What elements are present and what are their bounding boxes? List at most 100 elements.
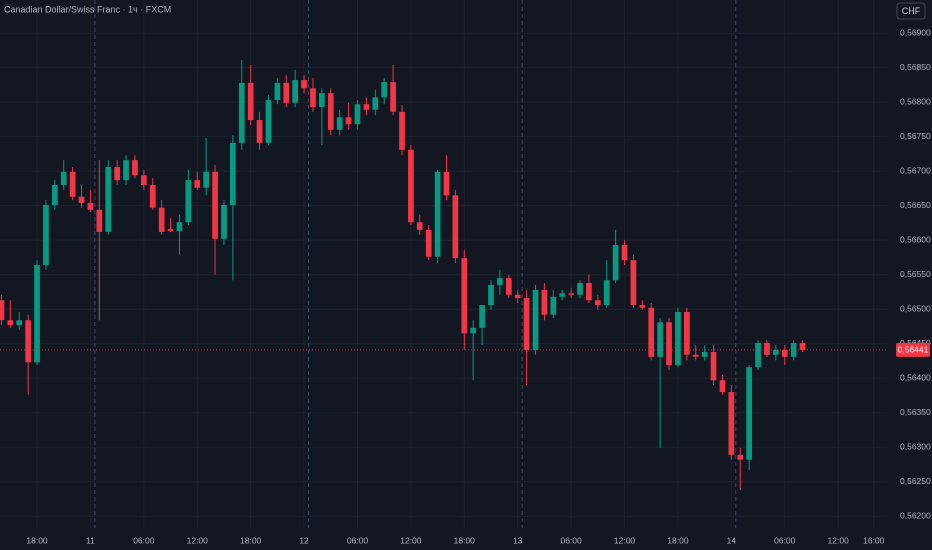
x-tick-label: 18:00 bbox=[240, 535, 262, 545]
x-tick-label: 06:00 bbox=[133, 535, 155, 545]
candle-body bbox=[390, 82, 396, 112]
candle-body bbox=[185, 180, 192, 223]
x-tick-label: 12:00 bbox=[187, 535, 209, 545]
candle-body bbox=[345, 117, 352, 125]
candle-body bbox=[87, 202, 94, 210]
candle-body bbox=[781, 349, 788, 357]
candle-body bbox=[559, 293, 566, 297]
candle-body bbox=[746, 367, 752, 460]
currency-label[interactable]: CHF bbox=[902, 6, 921, 16]
candle-body bbox=[114, 167, 120, 181]
candle-body bbox=[158, 207, 165, 232]
y-tick-label: 0,56650 bbox=[900, 200, 931, 210]
x-tick-label: 18:00 bbox=[26, 535, 48, 545]
candle-body bbox=[675, 311, 681, 366]
candle-body bbox=[301, 80, 307, 89]
candle-body bbox=[772, 349, 779, 355]
candle-body bbox=[594, 300, 601, 306]
candle-body bbox=[416, 222, 423, 230]
candle-body bbox=[523, 298, 530, 350]
candle-body bbox=[514, 294, 521, 299]
currency-button[interactable] bbox=[896, 2, 926, 20]
candle-body bbox=[586, 282, 592, 301]
candle-body bbox=[710, 352, 717, 381]
candle-body bbox=[639, 305, 646, 308]
y-tick-label: 0,56500 bbox=[900, 303, 931, 313]
y-tick-label: 0,56200 bbox=[900, 511, 931, 521]
y-tick-label: 0,56850 bbox=[900, 62, 931, 72]
candle-body bbox=[51, 184, 58, 205]
candle-body bbox=[247, 82, 254, 121]
candle-body bbox=[363, 104, 370, 110]
candle-body bbox=[69, 171, 76, 197]
candle-body bbox=[479, 305, 485, 328]
x-tick-label: 18:00 bbox=[667, 535, 689, 545]
y-tick-label: 0,56800 bbox=[900, 96, 931, 106]
candle-body bbox=[78, 196, 85, 203]
candle-body bbox=[43, 204, 49, 266]
candle-body bbox=[274, 82, 281, 101]
candle-body bbox=[292, 80, 299, 103]
y-tick-label: 0,56750 bbox=[900, 131, 931, 141]
candle-body bbox=[648, 307, 655, 357]
candle-body bbox=[0, 300, 5, 321]
candle-body bbox=[541, 289, 548, 315]
candle-body bbox=[140, 175, 147, 185]
x-tick-label: 06:00 bbox=[347, 535, 369, 545]
x-tick-label: 12:00 bbox=[614, 535, 636, 545]
candle-body bbox=[230, 142, 236, 205]
candle-body bbox=[683, 311, 690, 355]
candle-body bbox=[123, 160, 129, 181]
candle-body bbox=[212, 171, 218, 239]
candle-body bbox=[612, 245, 619, 281]
candles bbox=[0, 60, 806, 491]
candle-body bbox=[7, 320, 14, 326]
candle-body bbox=[149, 184, 156, 208]
candle-body bbox=[764, 343, 770, 355]
candle-body bbox=[203, 171, 210, 188]
candle-body bbox=[132, 160, 138, 176]
candle-body bbox=[176, 222, 183, 232]
x-tick-label: 06:00 bbox=[560, 535, 582, 545]
candle-body bbox=[381, 82, 388, 98]
x-tick-label: 16:00 bbox=[863, 535, 885, 545]
x-tick-label: 11 bbox=[86, 535, 95, 545]
candle-body bbox=[728, 392, 735, 455]
candle-body bbox=[256, 120, 263, 143]
candle-body bbox=[488, 285, 494, 306]
y-tick-label: 0,56550 bbox=[900, 269, 931, 279]
candle-body bbox=[354, 104, 361, 125]
y-tick-label: 0,56600 bbox=[900, 234, 931, 244]
last-price-label: 0,56441 bbox=[898, 345, 929, 355]
candle-body bbox=[701, 352, 708, 357]
candle-body bbox=[577, 282, 583, 295]
candle-body bbox=[657, 322, 663, 357]
candle-body bbox=[265, 100, 272, 143]
candle-body bbox=[621, 245, 628, 261]
y-tick-label: 0,56300 bbox=[900, 441, 931, 451]
candle-body bbox=[408, 149, 414, 223]
candle-body bbox=[238, 82, 245, 143]
axes: 0,56900 0,56850 0,56800 0,56750 0,56700 0,566… bbox=[0, 27, 931, 545]
x-tick-label: 12:00 bbox=[400, 535, 422, 545]
candle-body bbox=[194, 180, 201, 188]
candle-body bbox=[568, 293, 574, 295]
candle-body bbox=[221, 204, 227, 239]
candle-body bbox=[790, 343, 797, 357]
x-tick-label: 12:00 bbox=[828, 535, 850, 545]
chart-title: Canadian Dollar/Swiss Franc · 1ч · FXCM bbox=[4, 4, 171, 14]
candle-body bbox=[105, 167, 112, 232]
y-tick-label: 0,56900 bbox=[900, 27, 931, 37]
candle-body bbox=[167, 229, 174, 232]
candle-body bbox=[666, 322, 672, 366]
candle-body bbox=[755, 343, 761, 368]
y-tick-label: 0,56700 bbox=[900, 165, 931, 175]
candle-body bbox=[16, 320, 23, 326]
candle-body bbox=[630, 260, 637, 306]
x-tick-label: 14 bbox=[727, 535, 737, 545]
candle-body bbox=[434, 171, 441, 257]
candle-body bbox=[443, 171, 450, 196]
candle-body bbox=[799, 343, 806, 350]
candle-body bbox=[283, 82, 290, 103]
